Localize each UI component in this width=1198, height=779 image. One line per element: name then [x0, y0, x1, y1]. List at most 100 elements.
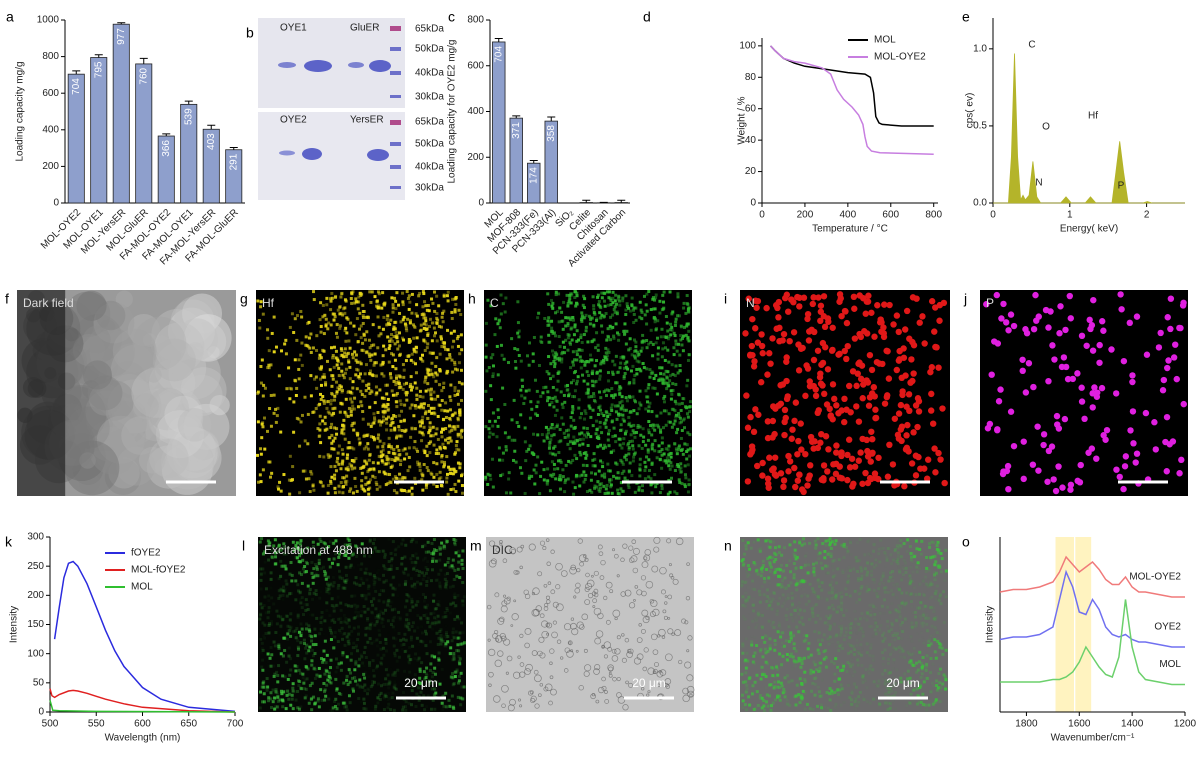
signal	[443, 577, 447, 581]
signal	[303, 687, 307, 691]
signal	[402, 315, 406, 319]
signal	[279, 623, 283, 627]
signal	[329, 481, 333, 485]
signal	[280, 692, 284, 696]
signal	[346, 317, 350, 321]
signal	[404, 622, 408, 626]
signal	[453, 386, 457, 390]
signal	[650, 370, 654, 374]
texture	[170, 299, 215, 344]
signal	[886, 441, 893, 449]
signal	[673, 409, 677, 413]
signal	[387, 415, 391, 419]
signal	[423, 605, 427, 609]
signal	[645, 309, 649, 313]
texture	[60, 403, 84, 427]
signal	[296, 706, 300, 710]
signal	[995, 398, 1003, 405]
signal	[1129, 408, 1137, 415]
signal	[776, 338, 783, 345]
signal	[296, 679, 300, 683]
signal	[660, 327, 664, 331]
signal	[260, 436, 264, 440]
signal	[270, 596, 274, 600]
signal	[609, 298, 613, 302]
signal	[295, 624, 298, 627]
signal	[1059, 484, 1066, 491]
signal	[914, 423, 921, 431]
signal	[857, 375, 865, 383]
signal	[998, 315, 1005, 322]
signal	[284, 567, 288, 571]
signal	[317, 434, 321, 438]
speckle	[640, 575, 647, 581]
signal	[336, 360, 340, 364]
signal	[437, 304, 441, 308]
signal	[386, 603, 390, 607]
signal	[391, 691, 395, 695]
signal	[455, 447, 459, 451]
signal	[419, 424, 423, 428]
signal	[412, 609, 415, 612]
signal	[901, 483, 908, 490]
signal	[418, 420, 422, 424]
signal	[351, 491, 355, 495]
signal	[272, 602, 276, 606]
signal	[433, 672, 437, 676]
signal	[558, 428, 562, 432]
signal	[445, 476, 449, 480]
signal	[272, 664, 276, 668]
signal	[659, 428, 663, 432]
signal	[431, 621, 435, 625]
signal	[516, 348, 520, 352]
signal	[295, 627, 299, 631]
signal	[308, 634, 312, 638]
signal	[667, 444, 671, 448]
signal	[660, 441, 664, 445]
signal	[426, 333, 430, 337]
signal	[896, 347, 903, 355]
signal	[451, 683, 455, 687]
signal	[319, 570, 322, 573]
signal	[397, 425, 401, 429]
signal	[1040, 431, 1048, 438]
signal	[615, 312, 619, 316]
signal	[627, 415, 631, 419]
signal	[267, 460, 271, 464]
signal	[687, 310, 691, 314]
signal	[378, 629, 381, 632]
signal	[358, 311, 362, 315]
signal	[428, 324, 432, 328]
signal	[359, 293, 363, 297]
signal	[456, 567, 460, 571]
signal	[358, 678, 362, 682]
texture	[174, 296, 219, 340]
signal	[488, 473, 492, 477]
signal	[649, 328, 653, 332]
signal	[372, 680, 376, 684]
signal	[615, 310, 619, 314]
signal	[406, 317, 410, 321]
signal	[552, 405, 556, 409]
signal	[442, 293, 446, 297]
signal	[545, 480, 549, 484]
signal	[258, 612, 262, 616]
signal	[445, 540, 449, 544]
signal	[303, 678, 307, 682]
signal	[344, 565, 348, 569]
signal	[435, 485, 439, 489]
signal	[284, 552, 288, 556]
speckle	[563, 668, 569, 673]
signal	[747, 413, 754, 421]
signal	[606, 371, 610, 375]
signal	[517, 354, 521, 358]
signal	[310, 472, 314, 476]
panel-letter: j	[963, 291, 967, 307]
signal	[531, 359, 535, 363]
signal	[361, 417, 365, 421]
speckle	[628, 648, 634, 654]
signal	[389, 668, 392, 671]
signal	[507, 361, 511, 365]
marker-label: 30kDa	[415, 92, 444, 103]
signal	[308, 629, 312, 633]
